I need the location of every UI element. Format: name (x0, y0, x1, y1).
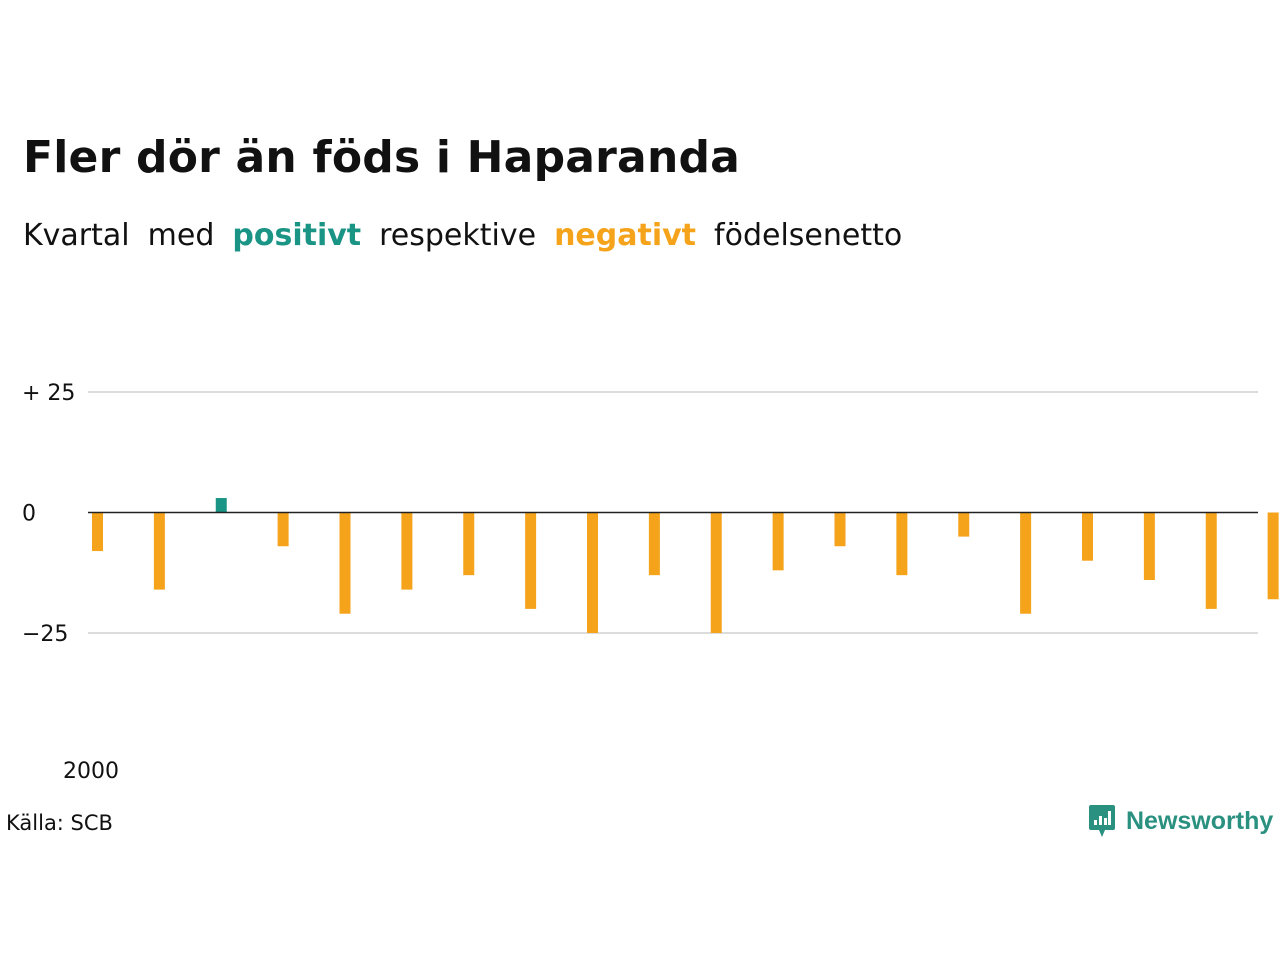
chart-title: Fler dör än föds i Haparanda (23, 132, 741, 183)
bar (834, 512, 846, 547)
source-note: Källa: SCB (6, 811, 113, 835)
subtitle-word-kvartal: Kvartal (23, 218, 130, 253)
bar (277, 512, 289, 547)
x-tick-label: 2000 (63, 759, 119, 784)
bar (401, 512, 413, 590)
bar (339, 512, 351, 614)
subtitle-word-respektive: respektive (379, 218, 537, 253)
chart-subtitle: Kvartal med positivt respektive negativt föde… (23, 218, 920, 253)
bar-chart: + 250−2520002005201020152020 (22, 381, 1279, 784)
bar (215, 498, 227, 513)
bar (1267, 512, 1279, 600)
subtitle-word-med: med (147, 218, 215, 253)
bar (648, 512, 660, 576)
bar (587, 512, 598, 633)
bar (958, 512, 970, 537)
bar (153, 512, 165, 590)
legend-negative: negativt (554, 218, 697, 253)
bar (463, 512, 475, 576)
bar (772, 512, 784, 571)
bar (1205, 512, 1217, 609)
bar (1143, 512, 1155, 580)
y-tick-label: 0 (22, 502, 36, 527)
subtitle-word-fodelsenetto: födelsenetto (714, 218, 903, 253)
y-tick-label: −25 (22, 622, 68, 647)
bar (525, 512, 537, 609)
bar (1082, 512, 1093, 561)
bar (92, 512, 103, 552)
newsworthy-logo: Newsworthy (1088, 804, 1273, 838)
bar (896, 512, 908, 576)
bar (1020, 512, 1032, 614)
bar (710, 512, 722, 633)
legend-positive: positivt (232, 218, 362, 253)
brand-name: Newsworthy (1126, 806, 1274, 835)
newsworthy-chart-icon (1089, 805, 1115, 837)
y-tick-label: + 25 (22, 381, 75, 406)
